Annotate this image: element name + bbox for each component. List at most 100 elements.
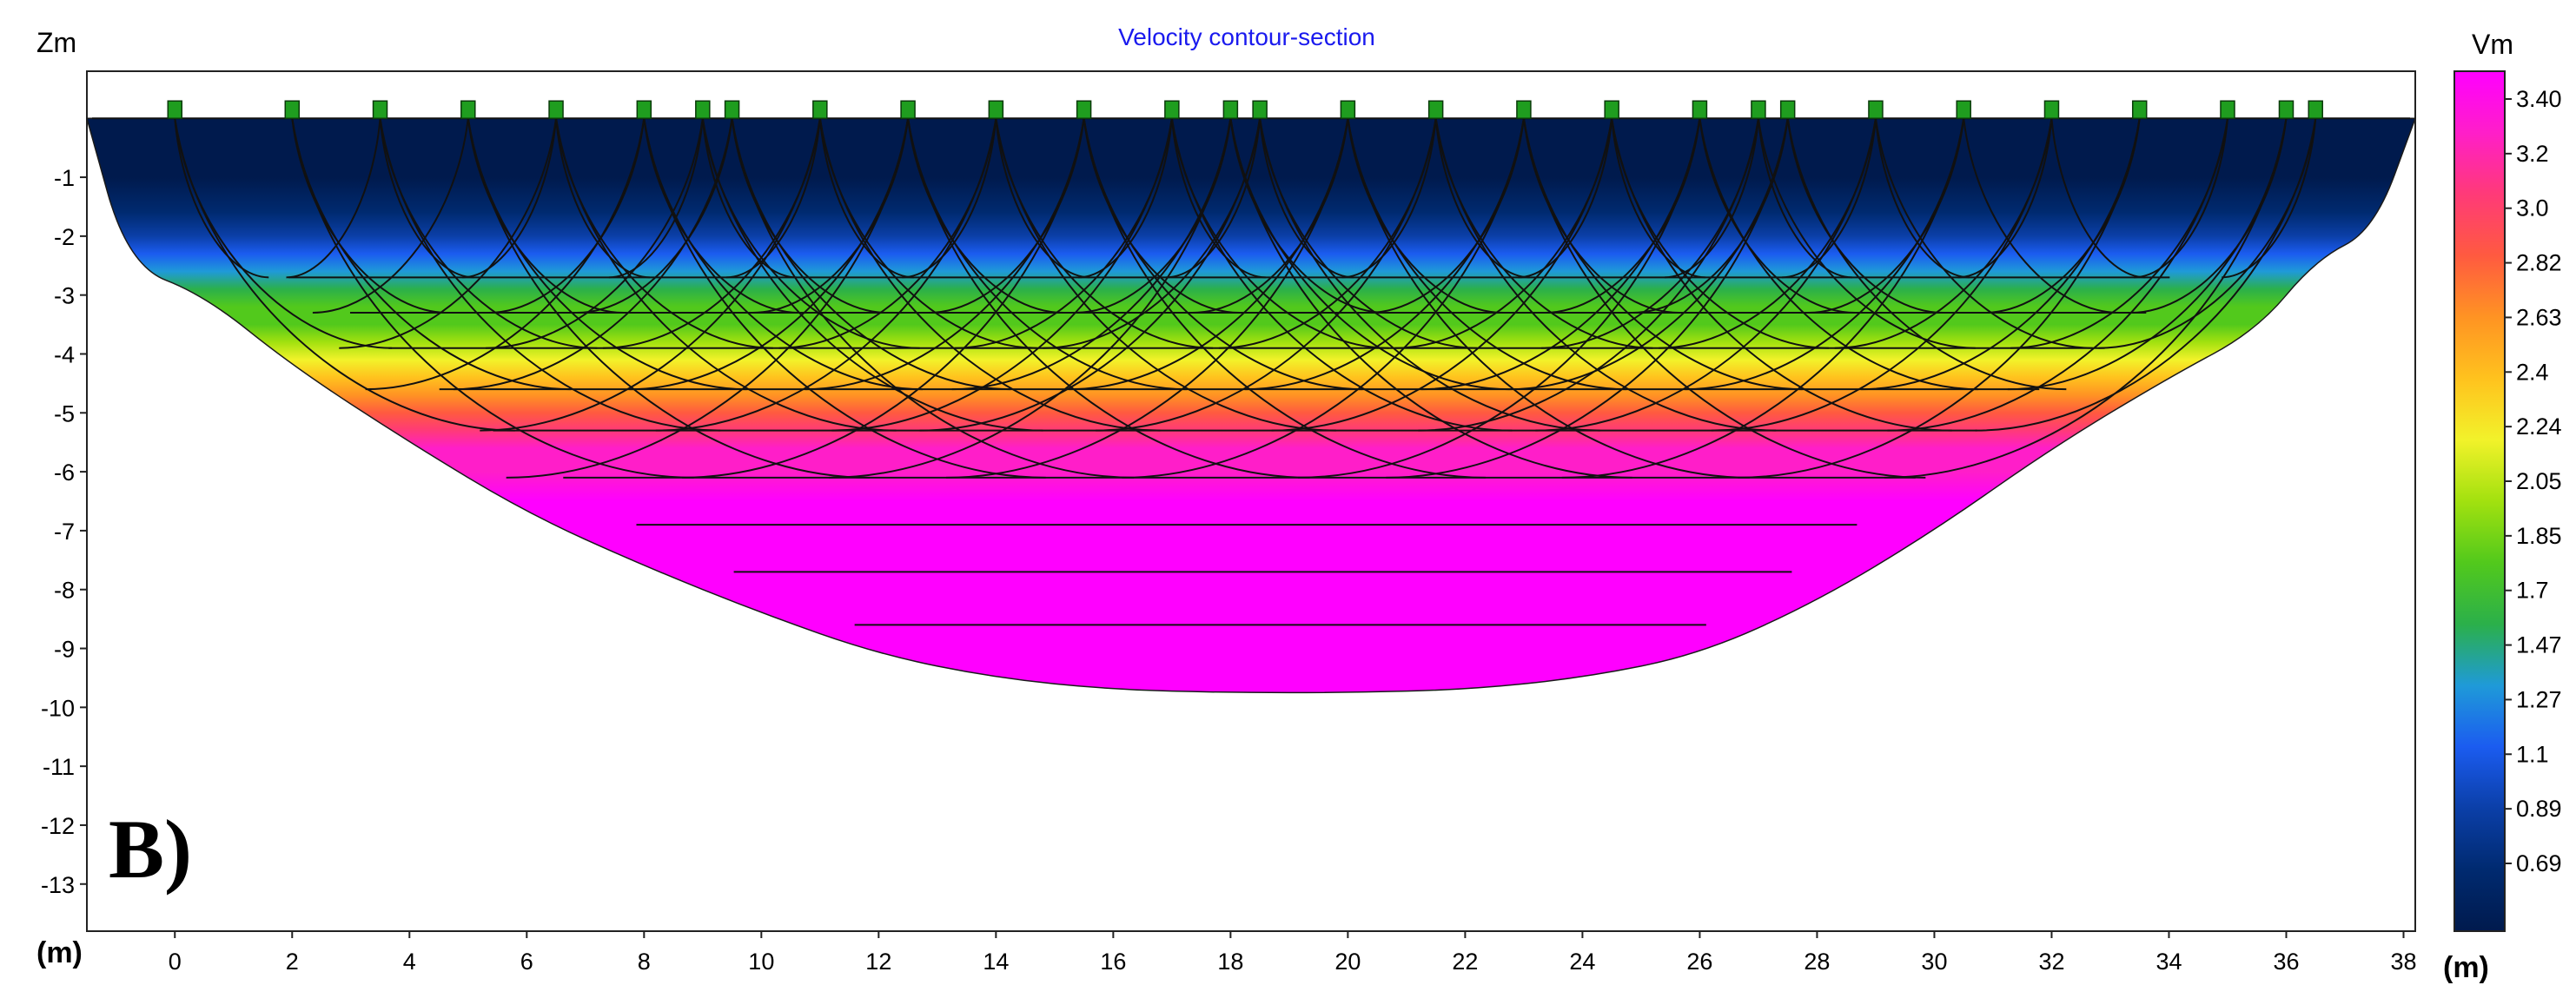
x-tick-label: 22: [1452, 949, 1478, 975]
geophone-marker: [1516, 100, 1532, 119]
ray-path: [1347, 118, 1504, 314]
colorbar-tick-label: 2.4: [2516, 359, 2549, 385]
colorbar-tick-label: 1.47: [2516, 632, 2562, 658]
ray-path: [831, 118, 1173, 432]
x-tick-label: 14: [983, 949, 1009, 975]
panel-label: B): [109, 803, 192, 896]
ray-path: [1083, 118, 1240, 314]
y-tick-label: -11: [43, 754, 75, 780]
x-tick-label: 32: [2038, 949, 2064, 975]
ray-path: [1544, 118, 1701, 314]
geophone-marker: [2278, 100, 2295, 119]
ray-path: [1192, 118, 1349, 314]
ray-path: [902, 118, 997, 279]
ray-path: [907, 118, 1310, 479]
geophone-marker: [1751, 100, 1766, 119]
colorbar-unit-label: (m): [2443, 951, 2489, 984]
ray-path: [1711, 118, 2053, 432]
ray-path: [555, 118, 651, 279]
ray-path: [1738, 118, 2141, 479]
y-tick-label: -6: [54, 460, 75, 486]
y-axis: -1 -2 -3 -4 -5 -6 -7 -8 -9 -10 -11 -12 -13: [41, 165, 87, 898]
ray-path: [1963, 118, 2120, 314]
ray-path: [701, 118, 797, 279]
x-tick-label: 20: [1334, 949, 1361, 975]
y-tick-label: -4: [54, 341, 75, 367]
geophone-marker: [1692, 100, 1708, 119]
ray-path: [907, 118, 1063, 314]
ray-path: [1386, 118, 1789, 479]
ray-path: [174, 118, 269, 279]
colorbar-ticks: 3.40 3.2 3.0 2.82 2.63 2.4 2.24 2.05 1.85 1.7 1.47…: [2505, 86, 2562, 876]
ray-path: [682, 118, 1085, 479]
ray-path: [752, 118, 910, 314]
ray-path: [1347, 118, 1750, 479]
ray-path: [1535, 118, 1877, 432]
ray-path: [1884, 118, 2288, 479]
ray-path: [818, 118, 1161, 432]
x-tick-label: 2: [286, 949, 299, 975]
ray-path: [1781, 118, 1877, 279]
x-axis-unit-label: (m): [36, 936, 83, 969]
ray-path: [945, 118, 1349, 479]
ray-path: [995, 118, 1090, 279]
ray-path: [1887, 118, 2228, 432]
ray-path: [1170, 118, 1266, 279]
ray-path: [1122, 118, 1525, 479]
colorbar-title: Vm: [2472, 29, 2513, 60]
ray-path: [1808, 118, 1965, 314]
ray-path: [286, 118, 381, 279]
colorbar-tick-label: 1.1: [2516, 741, 2549, 767]
ray-paths: [174, 118, 2317, 479]
colorbar-tick-label: 1.7: [2516, 578, 2549, 604]
colorbar-tick-label: 2.63: [2516, 304, 2562, 330]
x-tick-label: 16: [1100, 949, 1126, 975]
x-tick-label: 34: [2155, 949, 2182, 975]
colorbar-tick-label: 2.05: [2516, 468, 2562, 494]
ray-path: [828, 118, 1232, 479]
geophone-marker: [2308, 100, 2323, 119]
ray-path: [1368, 118, 1525, 314]
geophone-marker: [1956, 100, 1971, 119]
geophone-marker: [167, 100, 183, 119]
ray-path: [1786, 118, 1944, 314]
x-tick-label: 12: [865, 949, 891, 975]
x-tick-label: 36: [2273, 949, 2299, 975]
model-outline: [86, 117, 2417, 694]
ray-path: [1434, 118, 1777, 432]
colorbar-tick-label: 1.27: [2516, 686, 2562, 712]
ray-path: [1522, 118, 1926, 479]
geophones: [167, 100, 2323, 119]
x-axis: 0 2 4 6 8 10 12 14 16 18 20 22 24 26 28 30 32 34 36 38: [169, 931, 2417, 975]
ray-path: [488, 118, 646, 314]
geophone-marker: [724, 100, 740, 119]
ray-path: [2050, 118, 2146, 279]
geophone-marker: [1222, 100, 1239, 119]
geophone-marker: [548, 100, 564, 119]
ray-path: [1096, 118, 1437, 432]
ray-path: [1786, 118, 2067, 391]
x-tick-label: 28: [1804, 949, 1830, 975]
y-tick-label: -7: [54, 519, 75, 545]
geophone-marker: [1427, 100, 1444, 119]
geophone-marker: [695, 100, 711, 119]
colorbar-tick-label: 2.24: [2516, 413, 2562, 440]
y-tick-label: -9: [54, 637, 75, 663]
geophone-marker: [900, 100, 916, 119]
ray-path: [1957, 118, 2053, 279]
ray-path: [919, 118, 1262, 432]
ray-path: [486, 118, 704, 349]
geophone-marker: [2220, 100, 2235, 119]
ray-path: [1757, 118, 1852, 279]
ray-path: [1874, 118, 1970, 279]
ray-path: [339, 118, 558, 349]
ray-path: [1522, 118, 1679, 314]
x-tick-label: 10: [748, 949, 774, 975]
ray-path: [467, 118, 624, 314]
ray-path: [1983, 118, 2141, 314]
x-tick-label: 4: [403, 949, 416, 975]
ray-path: [1561, 118, 1965, 479]
ray-path: [1757, 118, 1976, 349]
x-tick-label: 18: [1217, 949, 1243, 975]
ray-path: [1229, 118, 1387, 314]
